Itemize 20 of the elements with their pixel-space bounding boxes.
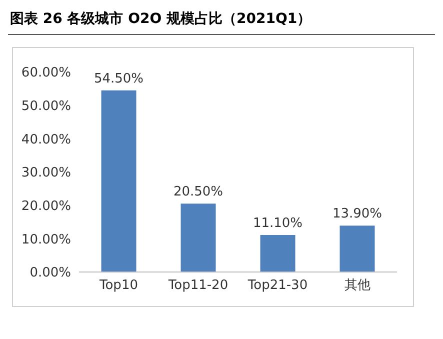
- y-tick-label: 60.00%: [21, 66, 71, 81]
- data-label: 11.10%: [252, 216, 303, 231]
- data-label: 20.50%: [173, 184, 224, 200]
- y-tick-label: 0.00%: [30, 266, 71, 281]
- bar: [340, 226, 375, 272]
- data-label: 13.90%: [332, 206, 382, 222]
- y-tick-label: 40.00%: [21, 132, 71, 148]
- bar: [101, 90, 136, 272]
- chart-title: 图表 26 各级城市 O2O 规模占比（2021Q1）: [9, 10, 312, 29]
- x-tick-label: Top11-20: [167, 278, 228, 294]
- y-tick-label: 50.00%: [21, 98, 71, 114]
- bar: [180, 204, 216, 272]
- x-tick-label: Top10: [98, 278, 138, 294]
- data-label: 54.50%: [94, 71, 144, 86]
- x-tick-label: 其他: [344, 278, 370, 294]
- y-tick-label: 20.00%: [21, 198, 71, 214]
- x-tick-label: Top21-30: [246, 278, 308, 294]
- y-tick-label: 30.00%: [21, 166, 71, 181]
- y-tick-label: 10.00%: [21, 232, 71, 248]
- bar: [260, 235, 296, 272]
